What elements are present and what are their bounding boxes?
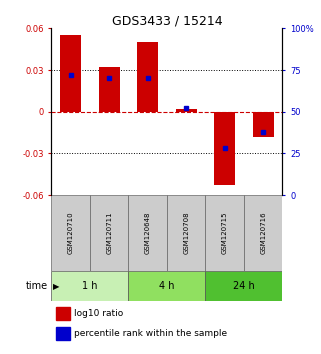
Text: percentile rank within the sample: percentile rank within the sample — [74, 329, 228, 338]
Text: time: time — [26, 281, 48, 291]
Bar — [137, 42, 158, 112]
Bar — [214, 112, 235, 185]
Bar — [51, 271, 128, 301]
Text: GSM120710: GSM120710 — [68, 212, 74, 255]
Text: log10 ratio: log10 ratio — [74, 309, 124, 318]
Bar — [176, 109, 197, 112]
Text: 4 h: 4 h — [159, 281, 175, 291]
Bar — [90, 195, 128, 271]
Text: 24 h: 24 h — [233, 281, 255, 291]
Text: 1 h: 1 h — [82, 281, 98, 291]
Text: GSM120711: GSM120711 — [106, 212, 112, 255]
Text: GSM120708: GSM120708 — [183, 212, 189, 255]
Bar — [128, 195, 167, 271]
Text: GSM120716: GSM120716 — [260, 212, 266, 255]
Bar — [56, 327, 70, 340]
Bar — [244, 195, 282, 271]
Title: GDS3433 / 15214: GDS3433 / 15214 — [112, 14, 222, 27]
Text: ▶: ▶ — [53, 282, 59, 291]
Bar — [128, 271, 205, 301]
Bar — [205, 271, 282, 301]
Bar — [253, 112, 274, 137]
Text: GSM120648: GSM120648 — [145, 212, 151, 255]
Bar — [99, 67, 120, 112]
Text: GSM120715: GSM120715 — [222, 212, 228, 255]
Bar — [167, 195, 205, 271]
Bar — [56, 307, 70, 320]
Bar — [205, 195, 244, 271]
Bar — [51, 195, 90, 271]
Bar — [60, 35, 81, 112]
